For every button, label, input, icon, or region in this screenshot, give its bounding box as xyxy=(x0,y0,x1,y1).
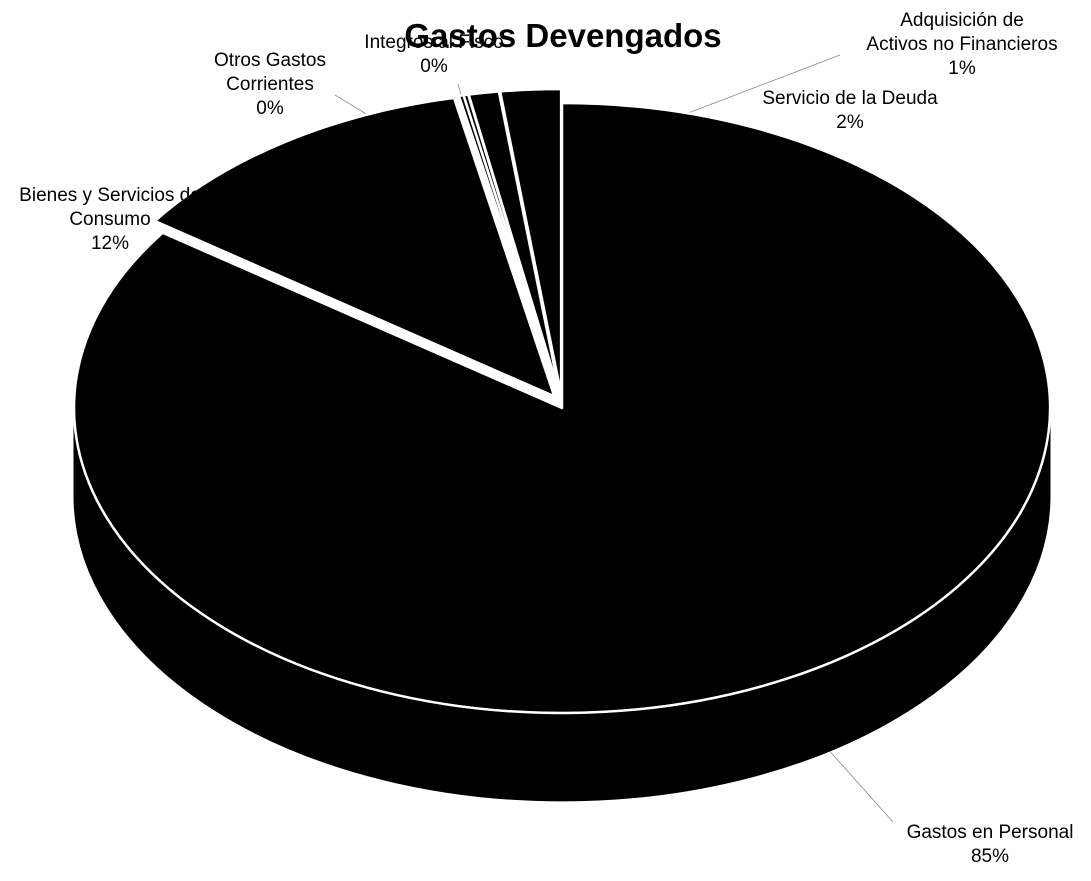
pie-rim-edge xyxy=(73,407,1051,714)
pie-slices xyxy=(72,87,1052,802)
slice-label-otros-gastos-corrientes: Otros Gastos Corrientes 0% xyxy=(214,50,326,119)
slice-name-label: Otros Gastos xyxy=(214,50,326,71)
slice-value-label: 1% xyxy=(948,58,976,79)
pie-slice-adquisicion-de-activos-no-financieros xyxy=(467,90,562,396)
slice-label-integros-al-fisco: Integros al Fisco 0% xyxy=(364,32,503,77)
slice-label-adquisicion-de-activos-no-financieros: Adquisición de Activos no Financieros 1% xyxy=(866,10,1057,79)
slice-name-label: Integros al Fisco xyxy=(364,32,503,53)
slice-label-servicio-de-la-deuda: Servicio de la Deuda 2% xyxy=(762,88,938,133)
slice-name-label: Activos no Financieros xyxy=(866,34,1057,55)
slice-name-label: Bienes y Servicios de xyxy=(19,185,201,206)
chart-title: Gastos Devengados xyxy=(404,17,721,54)
slice-name-label: Servicio de la Deuda xyxy=(762,88,938,109)
slice-labels: Gastos en Personal 85% Bienes y Servicios … xyxy=(19,10,1073,867)
slice-value-label: 2% xyxy=(836,112,864,133)
slice-value-label: 12% xyxy=(91,233,129,254)
slice-value-label: 85% xyxy=(971,846,1009,867)
slice-name-label: Gastos en Personal xyxy=(907,822,1074,843)
leader-line-gastos-en-personal xyxy=(817,737,894,823)
slice-value-label: 0% xyxy=(420,56,448,77)
slice-value-label: 0% xyxy=(256,98,284,119)
slice-label-gastos-en-personal: Gastos en Personal 85% xyxy=(907,822,1074,867)
slice-name-label: Corrientes xyxy=(226,74,314,95)
pie-slice-bienes-y-servicios-de-consumo xyxy=(153,96,556,398)
slice-name-label: Consumo xyxy=(69,209,150,230)
pie-slice-servicio-de-la-deuda xyxy=(498,87,563,396)
slice-name-label: Adquisición de xyxy=(900,10,1024,31)
slice-label-bienes-y-servicios-de-consumo: Bienes y Servicios de Consumo 12% xyxy=(19,185,201,254)
